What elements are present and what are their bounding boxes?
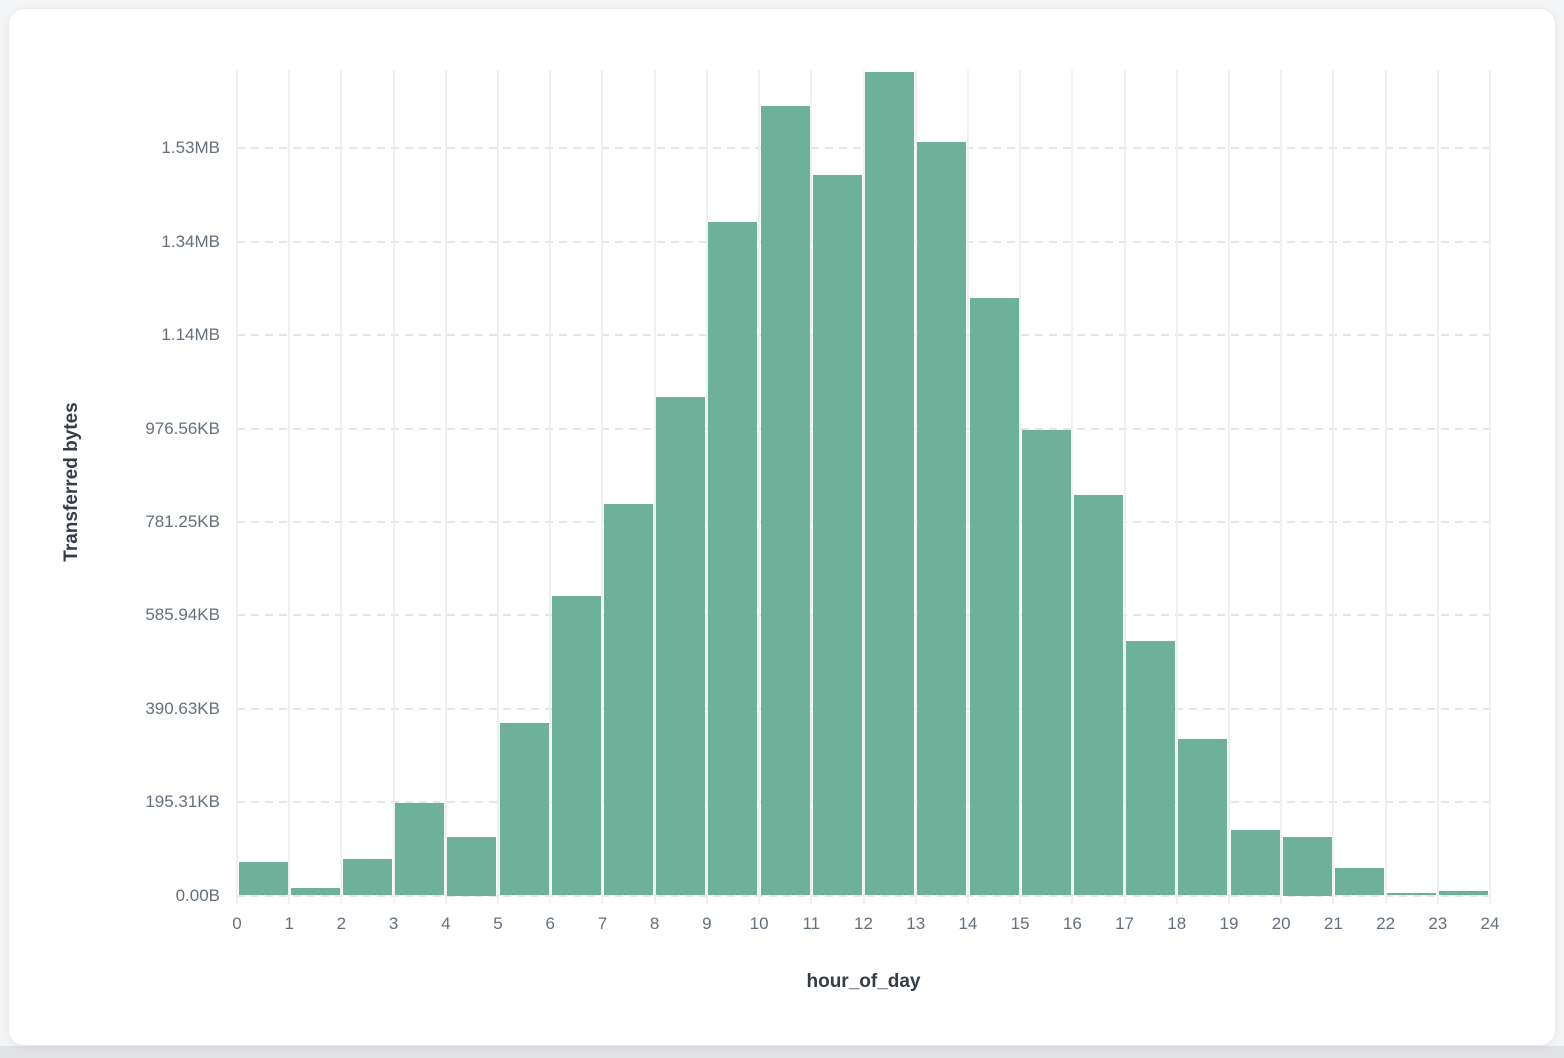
x-tick-label: 18 (1167, 914, 1187, 933)
x-tick-label: 12 (854, 914, 873, 933)
y-tick-label: 781.25KB (145, 511, 220, 531)
histogram-bar[interactable] (1230, 830, 1280, 896)
vertical-gridline (1123, 70, 1126, 904)
histogram-bar[interactable] (1282, 837, 1332, 896)
vertical-gridline (1384, 70, 1387, 904)
histogram-bar[interactable] (238, 861, 288, 896)
vertical-gridline (1280, 70, 1283, 904)
histogram-bar[interactable] (1334, 868, 1384, 896)
histogram-bar[interactable] (604, 504, 654, 896)
vertical-gridline (810, 70, 813, 904)
histogram-bar[interactable] (551, 595, 601, 896)
y-axis-title: Transferred bytes (61, 402, 82, 562)
x-tick-label: 2 (336, 914, 347, 933)
x-tick-label: 7 (597, 914, 608, 933)
vertical-gridline (1019, 70, 1022, 904)
histogram-bar[interactable] (1178, 739, 1228, 896)
x-tick-label: 9 (702, 914, 712, 933)
y-tick-label: 0.00B (175, 885, 220, 905)
x-tick-label: 20 (1271, 914, 1291, 933)
x-tick-label: 0 (232, 914, 242, 933)
y-tick-label: 1.53MB (161, 138, 220, 158)
vertical-gridline (653, 70, 656, 904)
x-tick-label: 5 (493, 914, 503, 933)
x-tick-label: 17 (1115, 914, 1134, 933)
y-tick-label: 195.31KB (145, 792, 220, 812)
vertical-gridline (1071, 70, 1074, 904)
histogram-bar[interactable] (395, 803, 445, 896)
vertical-gridline (705, 70, 708, 904)
histogram-bar[interactable] (447, 837, 497, 896)
vertical-gridline (1489, 70, 1491, 904)
y-tick-label: 390.63KB (145, 698, 220, 718)
vertical-gridline (497, 70, 500, 904)
histogram-bar[interactable] (917, 141, 967, 896)
x-tick-label: 24 (1480, 914, 1500, 933)
vertical-gridline (340, 70, 343, 904)
y-tick-label: 585.94KB (145, 605, 220, 625)
vertical-gridline (1332, 70, 1335, 904)
histogram-bar[interactable] (812, 174, 862, 896)
y-tick-label: 976.56KB (145, 418, 220, 438)
histogram-bar[interactable] (1126, 640, 1176, 896)
x-tick-label: 19 (1219, 914, 1239, 933)
histogram-bar[interactable] (1439, 891, 1489, 896)
vertical-gridline (601, 70, 604, 904)
x-tick-label: 22 (1376, 914, 1396, 933)
vertical-gridline (1227, 70, 1230, 904)
x-tick-label: 10 (749, 914, 769, 933)
vertical-gridline (236, 70, 238, 904)
x-tick-label: 8 (649, 914, 660, 933)
histogram-bar[interactable] (1021, 429, 1071, 896)
y-tick-label: 1.34MB (161, 231, 220, 251)
x-tick-label: 16 (1062, 914, 1082, 933)
vertical-gridline (444, 70, 447, 904)
vertical-gridline (288, 70, 291, 904)
vertical-gridline (966, 70, 969, 904)
x-tick-label: 11 (802, 914, 821, 933)
vertical-gridline (1175, 70, 1178, 904)
vertical-gridline (549, 70, 552, 904)
histogram-bar[interactable] (1073, 494, 1123, 896)
vertical-gridline (392, 70, 395, 904)
vertical-gridline (914, 70, 917, 904)
y-tick-label: 1.14MB (161, 325, 220, 345)
x-tick-label: 15 (1010, 914, 1030, 933)
x-tick-label: 21 (1323, 914, 1343, 933)
x-tick-label: 13 (906, 914, 926, 933)
histogram-bar[interactable] (969, 298, 1019, 896)
histogram-bar[interactable] (290, 888, 340, 896)
x-tick-label: 1 (284, 914, 294, 933)
vertical-gridline (758, 70, 761, 904)
x-tick-label: 4 (441, 914, 451, 933)
histogram-bar[interactable] (499, 723, 549, 896)
histogram-bar[interactable] (865, 71, 915, 896)
vertical-gridline (862, 70, 865, 904)
histogram-bar[interactable] (656, 396, 706, 896)
histogram-bar[interactable] (760, 106, 810, 896)
x-tick-label: 23 (1428, 914, 1448, 933)
x-tick-label: 6 (545, 914, 555, 933)
histogram-bar[interactable] (708, 222, 758, 896)
x-axis-title: hour_of_day (806, 971, 921, 992)
vertical-gridline (1436, 70, 1439, 904)
histogram-bar[interactable] (343, 859, 393, 896)
x-tick-label: 3 (388, 914, 399, 933)
x-tick-label: 14 (958, 914, 978, 933)
histogram-bar[interactable] (1387, 893, 1437, 896)
